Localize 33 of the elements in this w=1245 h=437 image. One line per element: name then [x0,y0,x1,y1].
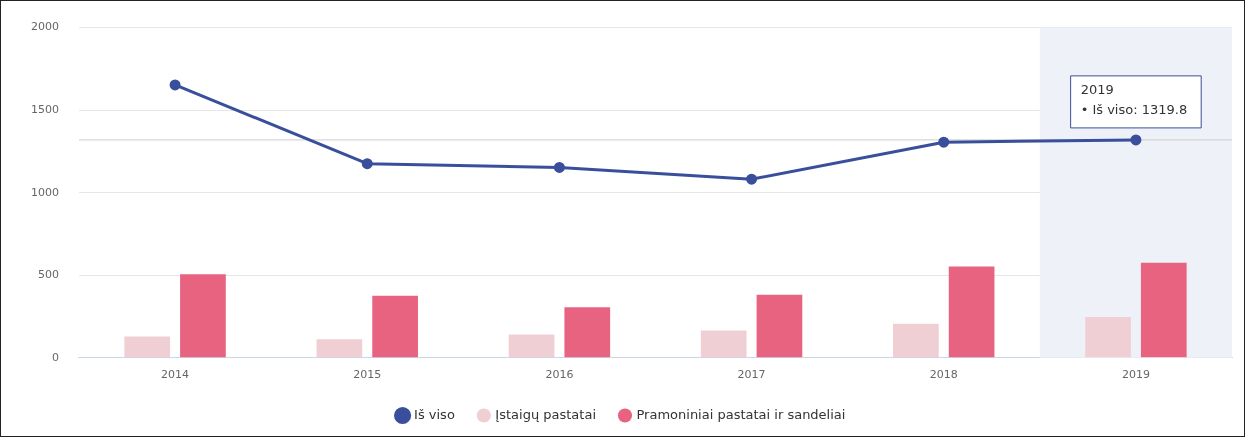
bar [372,295,418,358]
x-tick-label: 2019 [1121,368,1150,382]
y-tick-label: 1000 [30,185,59,199]
y-tick-label: 1500 [30,103,59,117]
point [553,161,565,173]
y-tick-label: 0 [51,350,59,364]
y-tick-label: 500 [37,268,59,282]
point [169,79,181,91]
bar [756,294,803,358]
bar [893,323,939,358]
point [746,173,758,185]
bar [124,336,171,358]
point [361,158,373,170]
x-tick-label: 2018 [929,368,958,382]
bar [316,339,363,358]
annotation: 2019 • Iš viso: 1319.8 [1080,81,1188,117]
legend-label: Iš viso [414,406,455,422]
y-tick-label: 2000 [30,20,59,34]
legend-label: Pramoniniai pastatai ir sandeliai [636,406,846,422]
x-tick-label: 2017 [737,368,766,382]
bar [1085,317,1131,358]
point [1130,134,1142,146]
bar [700,330,747,358]
x-tick-label: 2014 [161,368,190,382]
bar [508,334,555,358]
bar [1140,262,1187,358]
x-tick-label: 2015 [353,368,382,382]
bar [180,274,226,358]
legend-label: Įstaigų pastatai [495,406,596,422]
point [938,136,950,148]
x-tick-label: 2016 [545,368,574,382]
bar [948,266,995,358]
bar [564,307,611,358]
